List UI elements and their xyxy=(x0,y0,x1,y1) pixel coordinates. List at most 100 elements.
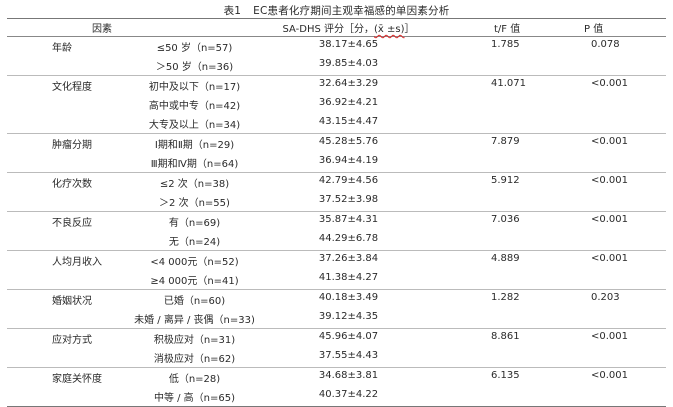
level-cell: ＞2 次（n=55) xyxy=(128,192,261,212)
t-value-cell: 1.282 xyxy=(491,292,520,303)
table-row: 大专及以上（n=34) 43.15±4.47 xyxy=(7,114,666,134)
score-cell: 34.68±3.81 xyxy=(318,370,379,381)
table-row: 化疗次数 ≤2 次（n=38) 42.79±4.56 5.912 <0.001 xyxy=(7,173,666,193)
p-value-cell xyxy=(536,270,666,290)
table-number: 表1 xyxy=(223,5,242,17)
p-value-cell: <0.001 xyxy=(591,214,629,225)
header-score-suffix: ］ xyxy=(404,24,415,35)
p-value-cell: 0.203 xyxy=(591,292,620,303)
factor-cell: 肿瘤分期 xyxy=(52,140,92,151)
score-cell: 37.55±4.43 xyxy=(261,348,436,368)
t-value-cell: 7.036 xyxy=(491,214,520,225)
table-row: 高中或中专（n=42) 36.92±4.21 xyxy=(7,95,666,114)
table-row: Ⅲ期和Ⅳ期（n=64) 36.94±4.19 xyxy=(7,153,666,173)
level-cell: 高中或中专（n=42) xyxy=(148,101,241,112)
score-cell: 39.85±4.03 xyxy=(261,56,436,76)
p-value-cell xyxy=(536,231,666,251)
score-cell: 41.38±4.27 xyxy=(261,270,436,290)
factor-cell xyxy=(7,192,128,212)
level-cell: Ⅲ期和Ⅳ期（n=64) xyxy=(128,153,261,173)
factor-cell xyxy=(7,153,128,173)
score-cell: 36.92±4.21 xyxy=(318,97,379,108)
score-cell: 42.79±4.56 xyxy=(318,175,379,186)
table-row: 不良反应 有（n=69) 35.87±4.31 7.036 <0.001 xyxy=(7,212,666,232)
score-cell: 40.18±3.49 xyxy=(318,292,379,303)
table-row: 文化程度 初中及以下（n=17) 32.64±3.29 41.071 <0.001 xyxy=(7,76,666,96)
table-header: 因素 SA-DHS 评分［分，(x̄ ±s)］ t/F 值 P 值 xyxy=(7,18,666,37)
table-row: 年龄 ≤50 岁（n=57) 38.17±4.65 1.785 0.078 xyxy=(7,37,666,57)
table-row: 中等 / 高（n=65) 40.37±4.22 xyxy=(7,387,666,407)
t-value-cell: 1.785 xyxy=(491,39,520,50)
t-value-cell: 7.879 xyxy=(491,136,520,147)
score-cell: 44.29±6.78 xyxy=(261,231,436,251)
p-value-cell: <0.001 xyxy=(591,370,629,381)
p-value-cell: <0.001 xyxy=(591,136,629,147)
factor-cell: 文化程度 xyxy=(52,82,92,93)
factor-cell xyxy=(7,387,128,407)
factor-cell: 家庭关怀度 xyxy=(52,374,102,385)
score-cell: 37.52±3.98 xyxy=(261,192,436,212)
score-cell: 35.87±4.31 xyxy=(318,214,379,225)
p-value-cell: 0.078 xyxy=(591,39,620,50)
header-score-symbol: (x̄ ±s) xyxy=(374,24,405,35)
level-cell: 低（n=28) xyxy=(168,374,221,385)
factor-cell: 婚姻状况 xyxy=(52,296,92,307)
table-row: 肿瘤分期 Ⅰ期和Ⅱ期（n=29) 45.28±5.76 7.879 <0.001 xyxy=(7,134,666,154)
t-value-cell xyxy=(436,387,536,407)
p-value-cell xyxy=(536,95,666,114)
level-cell: <4 000元（n=52) xyxy=(150,257,239,268)
p-value-cell: <0.001 xyxy=(591,331,629,342)
p-value-cell xyxy=(536,56,666,76)
table-row: 人均月收入 <4 000元（n=52) 37.26±3.84 4.889 <0.001 xyxy=(7,251,666,271)
score-cell: 43.15±4.47 xyxy=(261,114,436,134)
t-value-cell: 5.912 xyxy=(491,175,520,186)
factor-cell: 不良反应 xyxy=(52,218,92,229)
t-value-cell: 4.889 xyxy=(491,253,520,264)
t-value-cell xyxy=(436,95,536,114)
p-value-cell xyxy=(536,387,666,407)
t-value-cell: 41.071 xyxy=(491,78,526,89)
level-cell: Ⅰ期和Ⅱ期（n=29) xyxy=(154,140,235,151)
factor-cell: 应对方式 xyxy=(52,335,92,346)
factor-cell: 人均月收入 xyxy=(52,257,102,268)
score-cell: 37.26±3.84 xyxy=(318,253,379,264)
score-cell: 45.28±5.76 xyxy=(318,136,379,147)
p-value-cell xyxy=(536,114,666,134)
p-value-cell xyxy=(536,348,666,368)
p-value-cell: <0.001 xyxy=(591,253,629,264)
factor-cell xyxy=(7,56,128,76)
factor-cell: 年龄 xyxy=(52,43,72,54)
factor-cell xyxy=(7,348,128,368)
table-body: 年龄 ≤50 岁（n=57) 38.17±4.65 1.785 0.078 ＞50 岁（n… xyxy=(7,37,666,407)
level-cell: 大专及以上（n=34) xyxy=(128,114,261,134)
t-value-cell xyxy=(436,270,536,290)
score-cell: 32.64±3.29 xyxy=(318,78,379,89)
t-value-cell xyxy=(436,309,536,329)
score-cell: 40.37±4.22 xyxy=(261,387,436,407)
header-row: 因素 SA-DHS 评分［分，(x̄ ±s)］ t/F 值 P 值 xyxy=(7,18,666,37)
table-row: ＞50 岁（n=36) 39.85±4.03 xyxy=(7,56,666,76)
level-cell: ＞50 岁（n=36) xyxy=(128,56,261,76)
t-value-cell xyxy=(436,56,536,76)
score-cell: 39.12±4.35 xyxy=(261,309,436,329)
header-score: SA-DHS 评分［分，(x̄ ±s)］ xyxy=(261,18,436,37)
level-cell: 有（n=69) xyxy=(168,218,221,229)
table-row: 消极应对（n=62) 37.55±4.43 xyxy=(7,348,666,368)
header-factor: 因素 xyxy=(7,18,261,37)
level-cell: ≤50 岁（n=57) xyxy=(156,43,233,54)
t-value-cell: 8.861 xyxy=(491,331,520,342)
univariate-analysis-table: 因素 SA-DHS 评分［分，(x̄ ±s)］ t/F 值 P 值 年龄 ≤50 … xyxy=(7,18,666,407)
header-score-prefix: SA-DHS 评分［分， xyxy=(282,24,374,35)
t-value-cell: 6.135 xyxy=(491,370,520,381)
level-cell: 未婚 / 离异 / 丧偶（n=33) xyxy=(128,309,261,329)
table-row: 家庭关怀度 低（n=28) 34.68±3.81 6.135 <0.001 xyxy=(7,368,666,388)
factor-cell: 化疗次数 xyxy=(52,179,92,190)
factor-cell xyxy=(7,231,128,251)
level-cell: ≥4 000元（n=41) xyxy=(128,270,261,290)
table-row: ＞2 次（n=55) 37.52±3.98 xyxy=(7,192,666,212)
table-row: 未婚 / 离异 / 丧偶（n=33) 39.12±4.35 xyxy=(7,309,666,329)
level-cell: 消极应对（n=62) xyxy=(128,348,261,368)
level-cell: 积极应对（n=31) xyxy=(153,335,236,346)
p-value-cell: <0.001 xyxy=(591,78,629,89)
p-value-cell xyxy=(536,192,666,212)
